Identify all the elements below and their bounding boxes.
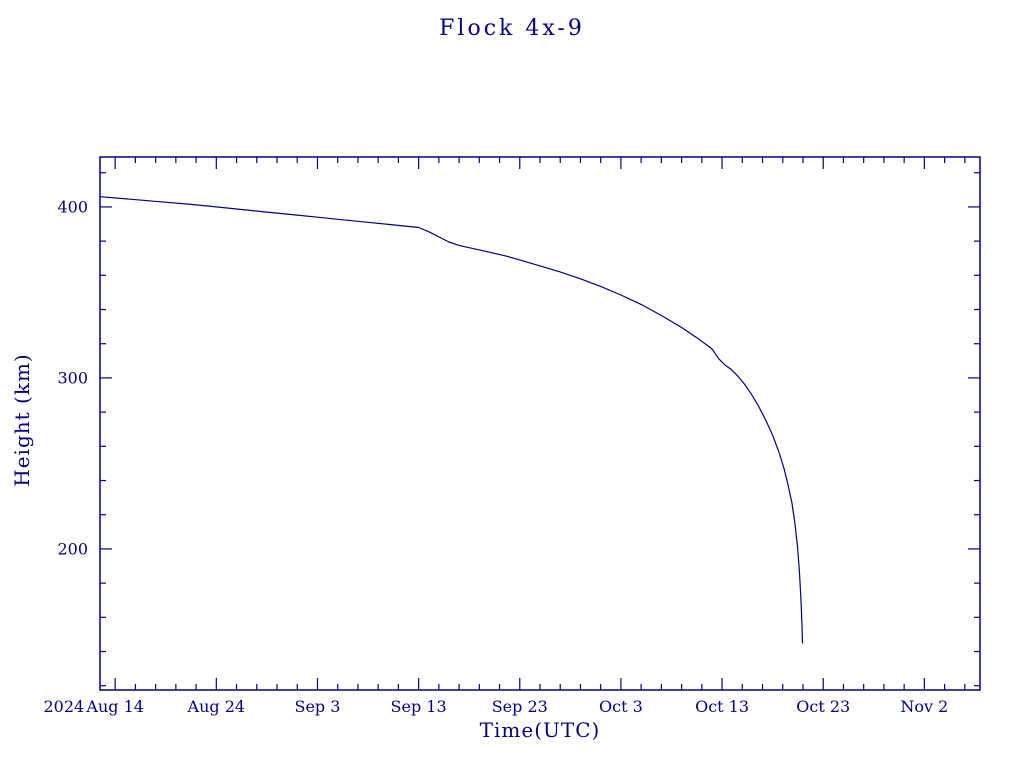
plot-frame: [99, 156, 981, 691]
y-tick-label: 200: [57, 539, 88, 558]
x-tick-label: Oct 3: [599, 697, 643, 716]
x-tick-label: Oct 13: [695, 697, 749, 716]
x-axis-year-label: 2024: [43, 697, 84, 716]
decay-curve: [99, 196, 804, 644]
x-tick-label: Oct 23: [796, 697, 850, 716]
x-tick-label: Sep 3: [295, 697, 341, 716]
y-tick-label: 300: [57, 368, 88, 387]
x-tick-label: Aug 24: [187, 697, 246, 716]
x-tick-label: Nov 2: [900, 697, 948, 716]
x-tick-label: Aug 14: [85, 697, 144, 716]
x-axis-label: Time(UTC): [479, 718, 601, 742]
chart-title: Flock 4x-9: [439, 16, 585, 41]
y-tick-label: 400: [57, 197, 88, 216]
x-tick-label: Sep 23: [492, 697, 548, 716]
x-tick-label: Sep 13: [391, 697, 447, 716]
